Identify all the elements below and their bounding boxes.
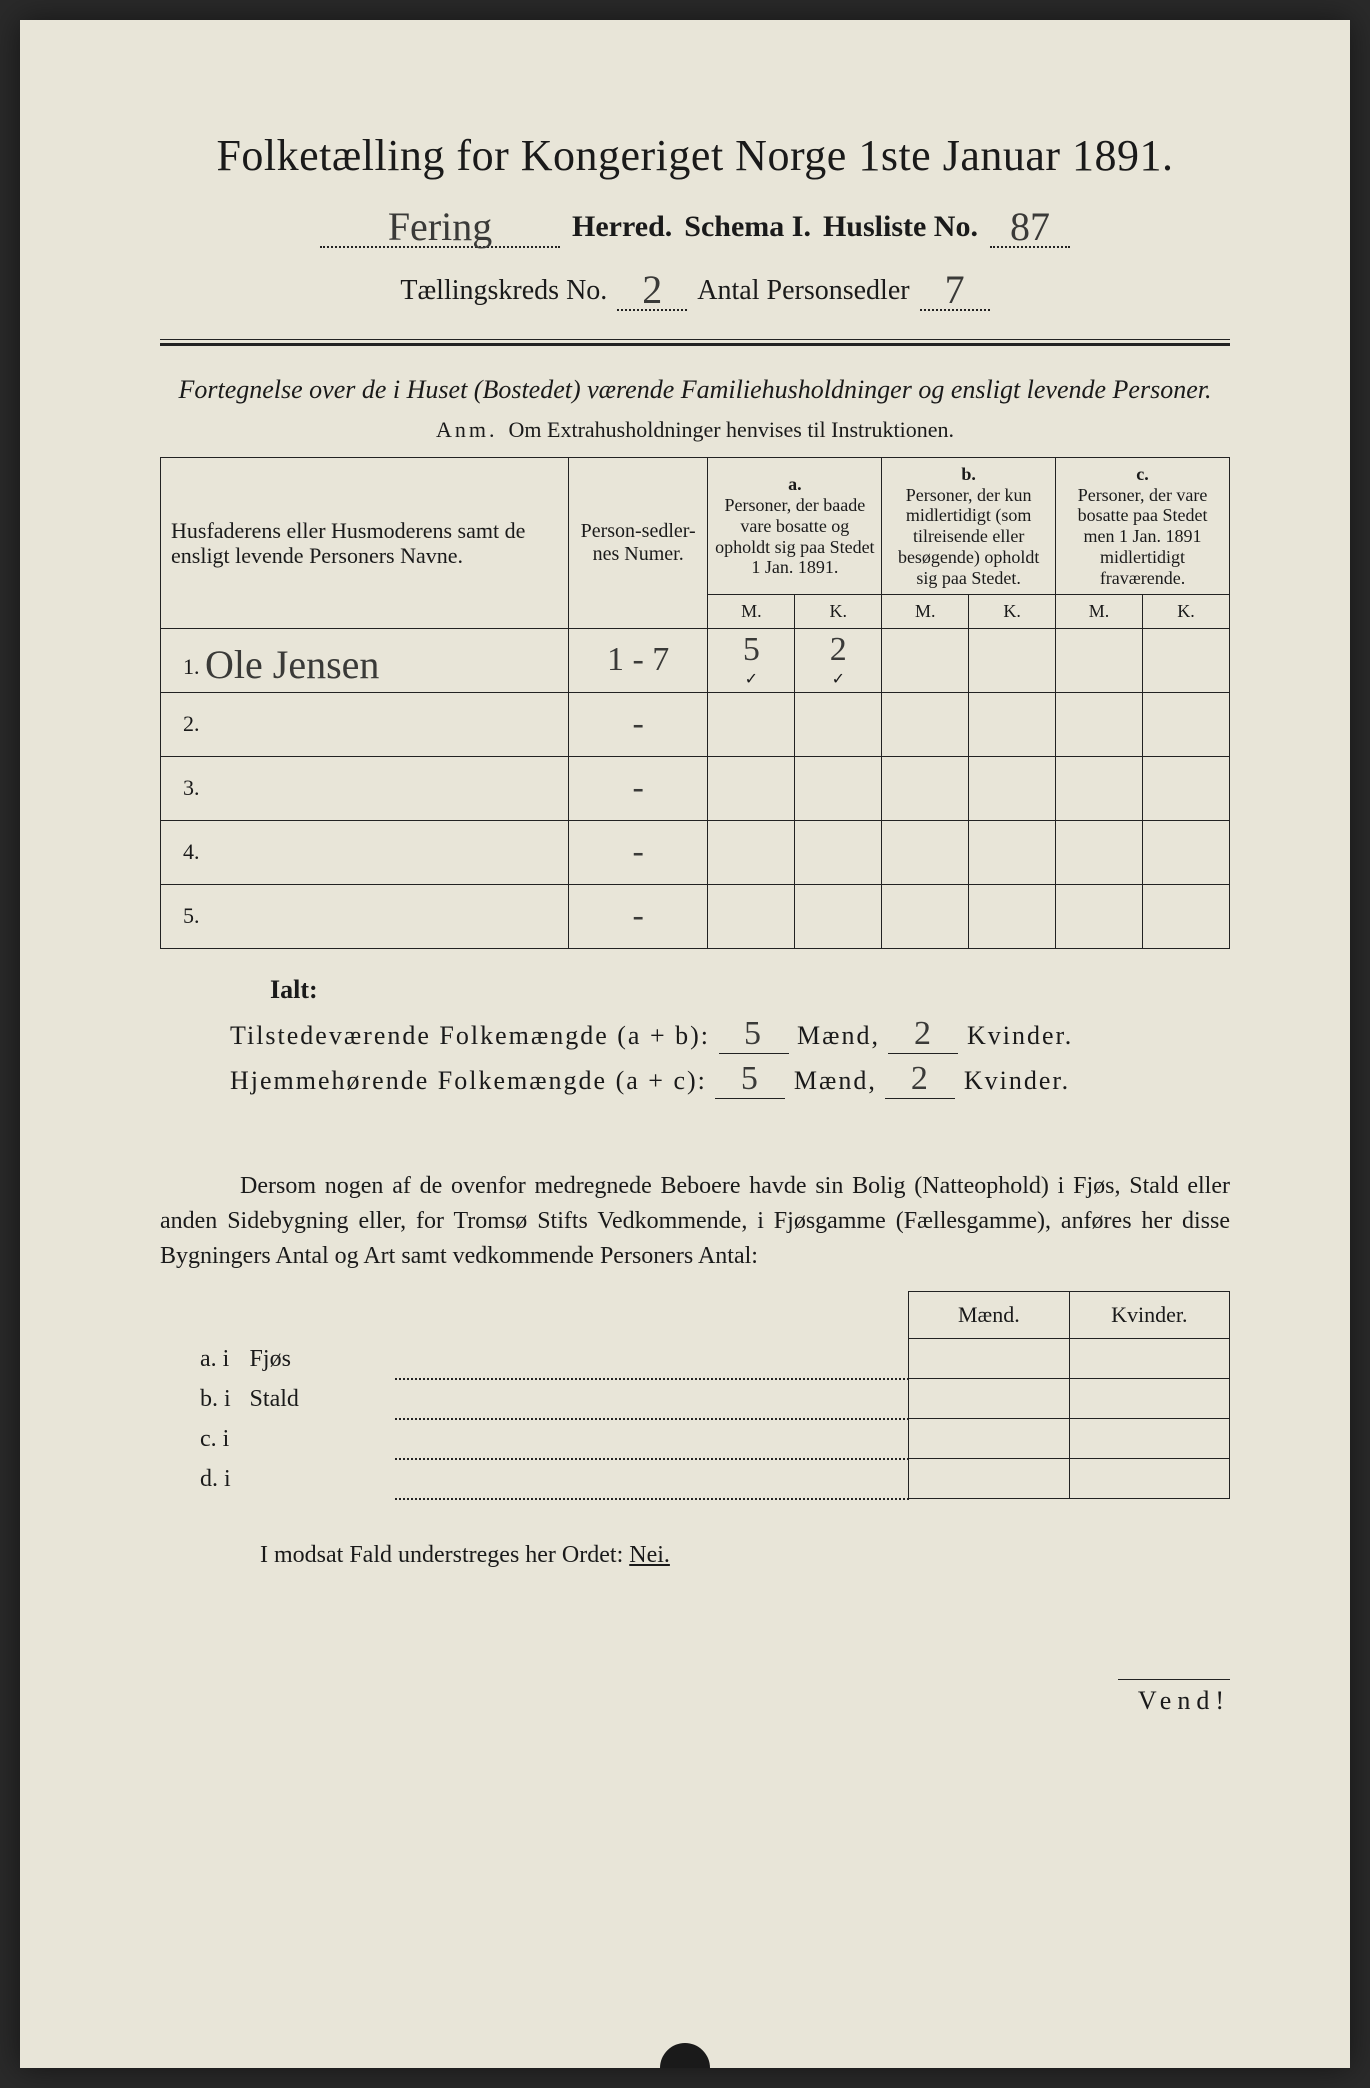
double-rule: [160, 339, 1230, 346]
subtitle: Fortegnelse over de i Huset (Bostedet) v…: [160, 372, 1230, 407]
tot2-maend: Mænd,: [794, 1066, 877, 1095]
lower-row: d. i: [160, 1459, 1230, 1499]
th-c-top: c.: [1136, 464, 1149, 484]
lt-maend: Mænd.: [909, 1292, 1069, 1339]
note-text: Om Extrahusholdninger henvises til Instr…: [509, 417, 954, 442]
table-row: 3. -: [161, 756, 1230, 820]
tot2-m: 5: [741, 1060, 760, 1097]
lower-paragraph: Dersom nogen af de ovenfor medregnede Be…: [160, 1169, 1230, 1273]
kreds-value: 2: [642, 267, 662, 312]
census-form-page: Folketælling for Kongeriget Norge 1ste J…: [20, 20, 1350, 2068]
tot1-kvinder: Kvinder.: [967, 1021, 1073, 1050]
th-bm: M.: [882, 595, 969, 629]
main-title: Folketælling for Kongeriget Norge 1ste J…: [160, 130, 1230, 181]
tot2-label: Hjemmehørende Folkemængde (a + c):: [230, 1066, 707, 1095]
tot2-kvinder: Kvinder.: [964, 1066, 1070, 1095]
lower-table: Mænd. Kvinder. a. iFjøsb. iStaldc. id. i: [160, 1291, 1230, 1500]
th-a: a. Personer, der baade vare bosatte og o…: [708, 458, 882, 595]
th-am: M.: [708, 595, 795, 629]
totals-line-2: Hjemmehørende Folkemængde (a + c): 5 Mæn…: [230, 1060, 1230, 1099]
header-line-2: Fering Herred. Schema I. Husliste No. 87: [160, 199, 1230, 248]
husliste-value: 87: [1010, 204, 1050, 249]
lower-row: b. iStald: [160, 1379, 1230, 1419]
tot2-k: 2: [911, 1060, 930, 1097]
th-ak: K.: [795, 595, 882, 629]
th-b-top: b.: [961, 464, 976, 484]
kreds-label: Tællingskreds No.: [400, 275, 607, 307]
th-c: c. Personer, der vare bosatte paa Stedet…: [1056, 458, 1230, 595]
note-prefix: Anm.: [436, 417, 498, 442]
husliste-label: Husliste No.: [823, 210, 978, 244]
antal-value: 7: [945, 267, 965, 312]
th-cm: M.: [1056, 595, 1143, 629]
tot1-k: 2: [914, 1015, 933, 1052]
antal-label: Antal Personsedler: [697, 275, 909, 307]
lower-row: c. i: [160, 1419, 1230, 1459]
th-bk: K.: [969, 595, 1056, 629]
table-row: 1. Ole Jensen1 - 75✓2✓: [161, 628, 1230, 692]
header-line-3: Tællingskreds No. 2 Antal Personsedler 7: [160, 262, 1230, 311]
th-b-text: Personer, der kun midlertidigt (som tilr…: [898, 485, 1039, 588]
ialt-label: Ialt:: [270, 975, 1230, 1005]
table-row: 5. -: [161, 884, 1230, 948]
tot1-maend: Mænd,: [797, 1021, 880, 1050]
vend-label: Vend!: [1118, 1679, 1230, 1716]
tot1-label: Tilstedeværende Folkemængde (a + b):: [230, 1021, 710, 1050]
th-b: b. Personer, der kun midlertidigt (som t…: [882, 458, 1056, 595]
lt-kvinder: Kvinder.: [1069, 1292, 1229, 1339]
th-name: Husfaderens eller Husmoderens samt de en…: [161, 458, 569, 629]
note-line: Anm. Om Extrahusholdninger henvises til …: [160, 417, 1230, 443]
th-a-top: a.: [788, 474, 802, 494]
herred-label: Herred.: [572, 210, 672, 244]
tot1-m: 5: [744, 1015, 763, 1052]
th-c-text: Personer, der vare bosatte paa Stedet me…: [1078, 485, 1208, 588]
table-row: 2. -: [161, 692, 1230, 756]
th-ck: K.: [1143, 595, 1230, 629]
nei-line: I modsat Fald understreges her Ordet: Ne…: [260, 1542, 1230, 1569]
th-a-text: Personer, der baade vare bosatte og opho…: [715, 495, 874, 577]
totals-block: Ialt: Tilstedeværende Folkemængde (a + b…: [230, 975, 1230, 1099]
nei-word: Nei.: [629, 1542, 670, 1568]
census-table: Husfaderens eller Husmoderens samt de en…: [160, 457, 1230, 949]
lower-row: a. iFjøs: [160, 1339, 1230, 1379]
th-num: Person-sedler-nes Numer.: [568, 458, 708, 629]
totals-line-1: Tilstedeværende Folkemængde (a + b): 5 M…: [230, 1015, 1230, 1054]
nei-text: I modsat Fald understreges her Ordet:: [260, 1542, 623, 1568]
table-row: 4. -: [161, 820, 1230, 884]
herred-value: Fering: [388, 204, 492, 249]
schema-label: Schema I.: [684, 210, 811, 244]
para-text: Dersom nogen af de ovenfor medregnede Be…: [160, 1173, 1230, 1269]
